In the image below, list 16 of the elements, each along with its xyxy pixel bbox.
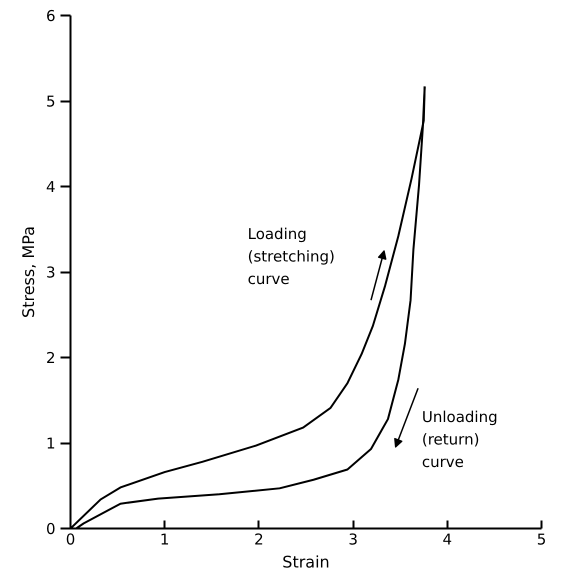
y-tick-label: 2 — [46, 349, 56, 367]
x-tick-label: 5 — [536, 530, 546, 548]
annotation: Unloading (return) curve — [422, 408, 498, 471]
x-tick-label: 2 — [254, 530, 264, 548]
x-tick-label: 3 — [348, 530, 358, 548]
x-tick-label: 4 — [442, 530, 452, 548]
y-axis-title: Stress, MPa — [18, 226, 38, 318]
y-tick-label: 4 — [46, 178, 56, 196]
x-axis-title: Strain — [282, 552, 330, 572]
y-tick-label: 1 — [46, 434, 56, 452]
x-tick-label: 0 — [66, 530, 76, 548]
y-tick-label: 3 — [46, 264, 56, 282]
y-tick-label: 6 — [46, 7, 56, 25]
annotation: Loading (stretching) curve — [248, 224, 335, 288]
x-tick-label: 1 — [160, 530, 170, 548]
y-tick-label: 5 — [46, 92, 56, 110]
